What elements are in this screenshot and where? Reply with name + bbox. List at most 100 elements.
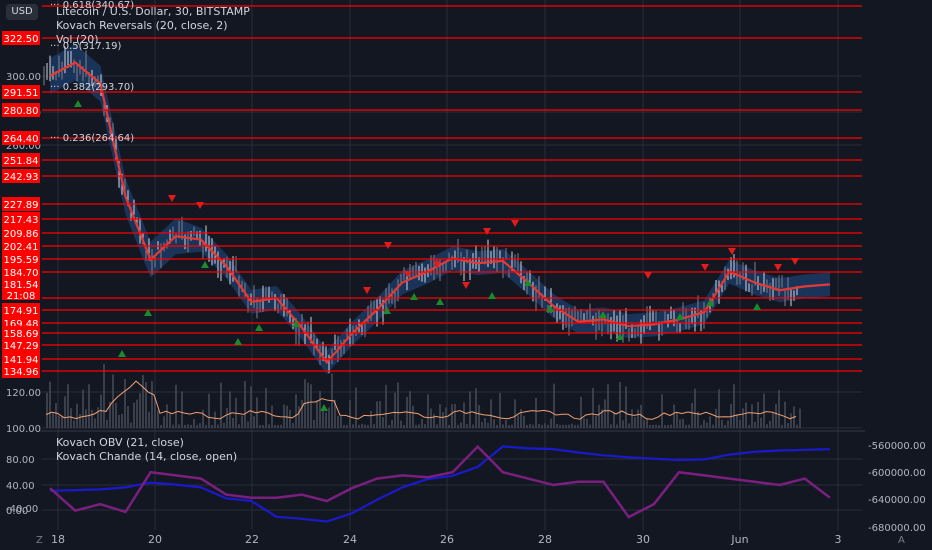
indicator-legend-obv[interactable]: Kovach OBV (21, close) xyxy=(56,436,184,449)
volume-bar xyxy=(364,424,366,428)
volume-bar xyxy=(571,423,573,428)
zoom-icon[interactable]: Z xyxy=(36,535,43,546)
up-arrow xyxy=(616,333,624,340)
volume-bar xyxy=(559,424,561,428)
volume-bar xyxy=(664,424,666,428)
down-arrow xyxy=(511,220,519,227)
volume-bar xyxy=(88,384,90,428)
volume-bar xyxy=(238,424,240,428)
oscillator-axis-label: 40.00 xyxy=(6,481,35,492)
volume-bar xyxy=(595,415,597,428)
volume-bar xyxy=(169,413,171,428)
volume-bar xyxy=(142,375,144,428)
volume-bar xyxy=(493,419,495,428)
volume-bar xyxy=(208,393,210,428)
volume-bar xyxy=(199,423,201,428)
volume-bar xyxy=(55,403,57,428)
volume-bar xyxy=(505,419,507,428)
down-arrow xyxy=(384,242,392,249)
volume-bar xyxy=(760,417,762,428)
indicator-legend-volume[interactable]: Vol (20) xyxy=(56,33,99,46)
volume-bar xyxy=(721,419,723,428)
volume-bar xyxy=(538,424,540,428)
up-arrow xyxy=(546,305,554,312)
volume-bar xyxy=(172,424,174,428)
volume-bar xyxy=(244,381,246,428)
volume-bar xyxy=(397,382,399,428)
level-tag xyxy=(2,131,40,145)
price-levels xyxy=(42,5,862,372)
up-arrow xyxy=(292,320,300,327)
volume-bar xyxy=(292,423,294,428)
volume-bar xyxy=(697,411,699,428)
volume-bar xyxy=(337,415,339,428)
indicator-legend-reversals[interactable]: Kovach Reversals (20, close, 2) xyxy=(56,19,228,32)
time-axis-label: 22 xyxy=(245,533,259,546)
volume-bar xyxy=(358,424,360,428)
volume-bar xyxy=(340,415,342,428)
level-tag xyxy=(2,303,40,317)
time-axis-label: 30 xyxy=(636,533,650,546)
up-arrow xyxy=(234,338,242,345)
level-tag xyxy=(2,338,40,352)
volume-bar xyxy=(580,396,582,428)
volume-bar xyxy=(265,388,267,428)
level-tag-text: 242.93 xyxy=(4,172,39,183)
volume-bar xyxy=(718,389,720,428)
volume-bar xyxy=(640,404,642,428)
down-arrow xyxy=(701,264,709,271)
volume-bar xyxy=(400,420,402,428)
volume-bar xyxy=(667,424,669,428)
up-arrow xyxy=(74,100,82,107)
level-tag-text: 141.94 xyxy=(4,355,39,366)
volume-bar xyxy=(652,424,654,428)
volume-bar xyxy=(472,424,474,428)
volume-bar xyxy=(502,424,504,428)
indicator-legend-chande[interactable]: Kovach Chande (14, close, open) xyxy=(56,450,238,463)
volume-bar xyxy=(346,424,348,428)
volume-bar xyxy=(484,417,486,428)
volume-bar xyxy=(343,424,345,428)
volume-bar xyxy=(214,411,216,428)
volume-bar xyxy=(457,424,459,428)
volume-bar xyxy=(127,406,129,428)
volume-bar xyxy=(706,422,708,428)
auto-scale-icon[interactable]: A xyxy=(898,535,905,546)
volume-bar xyxy=(301,399,303,428)
volume-bar xyxy=(427,394,429,428)
volume-bar xyxy=(583,418,585,428)
volume-bar xyxy=(517,415,519,428)
volume-bar xyxy=(799,408,801,428)
down-arrow xyxy=(196,202,204,209)
volume-bar xyxy=(196,424,198,428)
level-tag xyxy=(2,212,40,226)
volume-bar xyxy=(649,424,651,428)
up-arrow xyxy=(524,279,532,286)
down-arrow xyxy=(433,261,441,268)
up-arrow xyxy=(753,303,761,310)
volume-bar xyxy=(430,408,432,428)
volume-bar xyxy=(283,404,285,428)
volume-bar xyxy=(316,400,318,428)
oscillator-axis-label: 0.00 xyxy=(6,506,28,517)
volume-bar xyxy=(334,399,336,428)
volume-bar xyxy=(466,424,468,428)
symbol-title[interactable]: Litecoin / U.S. Dollar, 30, BITSTAMP xyxy=(56,5,250,18)
fib-label: ··· 0.618(340.67) xyxy=(50,0,135,11)
volume-bar xyxy=(178,424,180,428)
volume-bar xyxy=(481,422,483,428)
volume-bar xyxy=(46,392,48,428)
volume-bar xyxy=(646,418,648,428)
volume-bar xyxy=(634,417,636,428)
volume-bar xyxy=(628,423,630,428)
volume-bar xyxy=(49,381,51,428)
level-tag-text: 251.84 xyxy=(4,156,39,167)
volume-bar xyxy=(577,424,579,428)
volume-bar xyxy=(589,424,591,428)
currency-button[interactable]: USD xyxy=(6,4,38,20)
volume-bar xyxy=(370,410,372,428)
volume-bar xyxy=(631,409,633,428)
volume-bar xyxy=(115,402,117,428)
up-arrow xyxy=(118,350,126,357)
